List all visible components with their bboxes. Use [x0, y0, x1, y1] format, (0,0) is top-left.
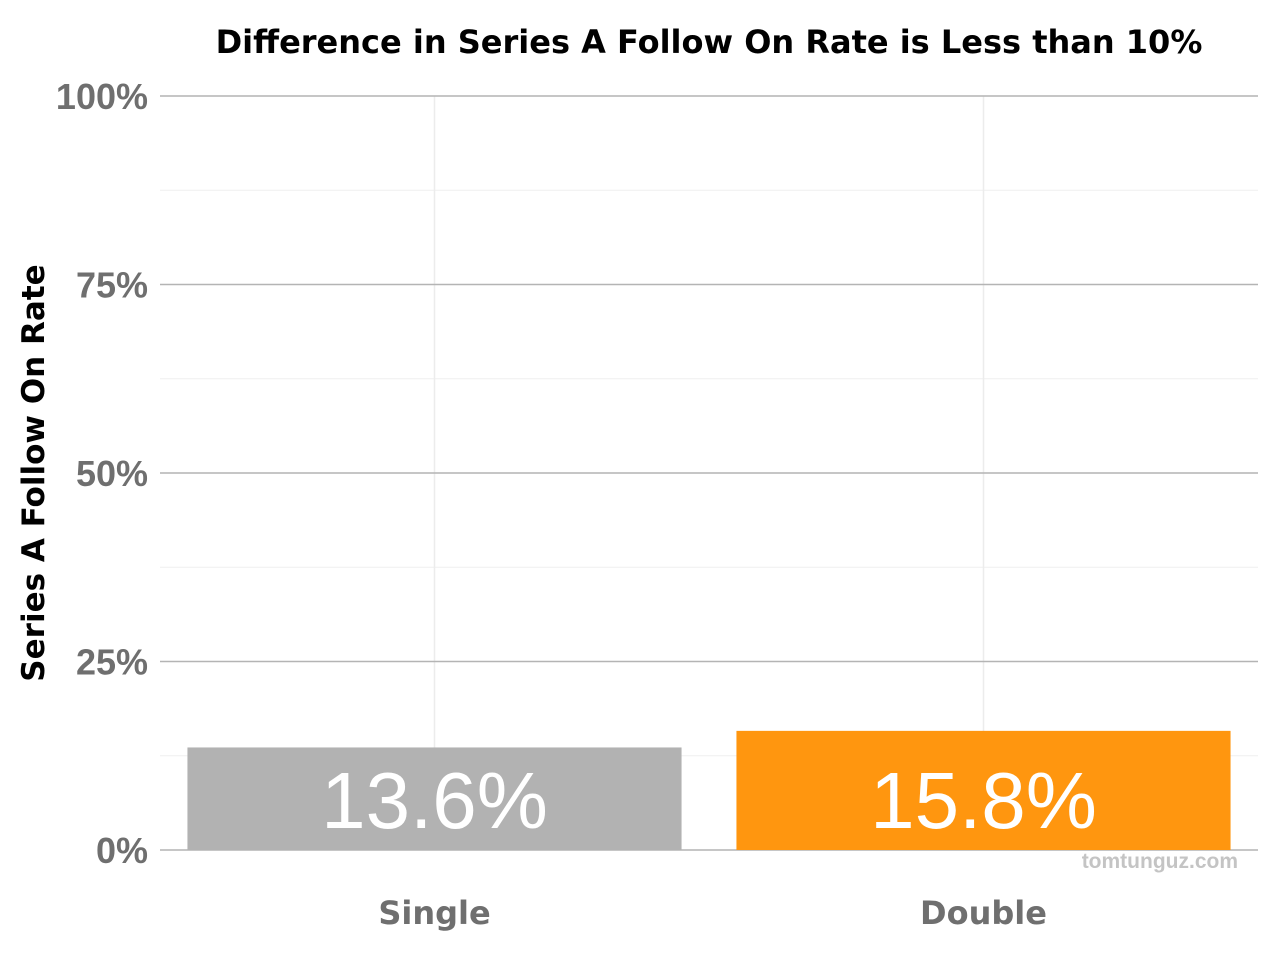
y-tick-label: 75%	[76, 265, 148, 306]
bar-data-label: 15.8%	[870, 756, 1097, 845]
watermark: tomtunguz.com	[1082, 850, 1238, 873]
y-tick-label: 25%	[76, 642, 148, 683]
bar	[187, 747, 682, 850]
bar	[736, 730, 1231, 850]
bar-data-label: 13.6%	[321, 756, 548, 845]
x-tick-label: Double	[920, 894, 1047, 932]
y-tick-labels: 0% 25% 50% 75% 100%	[56, 76, 148, 871]
y-tick-label: 100%	[56, 76, 148, 117]
y-axis-label: Series A Follow On Rate	[16, 264, 52, 681]
chart-title: Difference in Series A Follow On Rate is…	[216, 23, 1203, 61]
y-tick-label: 0%	[96, 830, 148, 871]
y-tick-label: 50%	[76, 453, 148, 494]
x-tick-labels: Single Double	[378, 894, 1047, 932]
x-tick-label: Single	[378, 894, 490, 932]
bars: 13.6% 15.8%	[187, 730, 1231, 850]
